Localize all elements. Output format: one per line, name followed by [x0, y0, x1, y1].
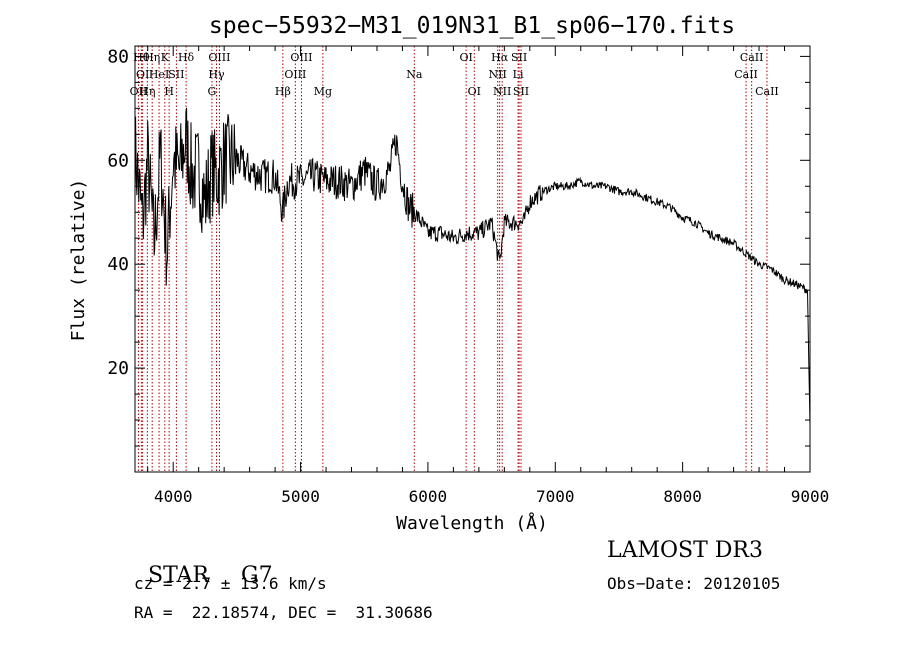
line-label-4: Hη [144, 51, 160, 64]
x-tick-label: 6000 [409, 487, 448, 506]
x-axis-label: Wavelength (Å) [396, 512, 548, 534]
line-label-24: SII [511, 51, 527, 64]
line-label-5: HeI [149, 68, 169, 81]
line-label-2: OI [136, 68, 149, 81]
spectrum-series [134, 107, 811, 426]
line-label-23: Li [513, 68, 524, 81]
line-label-28: CaII [755, 85, 779, 98]
plot-frame [134, 45, 811, 473]
obs-date: Obs−Date: 20120105 [607, 574, 781, 593]
subclass-label: G7 [241, 563, 273, 588]
line-label-17: Na [406, 68, 423, 81]
y-tick-label: 60 [107, 150, 129, 171]
line-label-3: Hη [139, 85, 155, 98]
line-label-11: G [208, 85, 217, 98]
x-tick-label: 8000 [663, 487, 702, 506]
x-tick-label: 4000 [154, 487, 193, 506]
y-axis-label: Flux (relative) [68, 179, 89, 342]
line-label-1: Hθ [133, 51, 150, 64]
survey-label: LAMOST DR3 [607, 538, 763, 563]
line-label-12: OIII [208, 51, 230, 64]
line-label-20: NII [489, 68, 507, 81]
line-label-26: CaII [734, 68, 758, 81]
spectrum-line [134, 107, 811, 426]
y-axis: 20 40 60 80 [107, 46, 810, 447]
line-label-8: SII [168, 68, 184, 81]
line-label-27: CaII [740, 51, 764, 64]
line-label-22: NII [493, 85, 511, 98]
x-tick-label: 9000 [791, 487, 830, 506]
line-label-21: Hα [491, 51, 509, 64]
radec-value: RA = 22.18574, DEC = 31.30686 [134, 603, 433, 622]
cz-value: cz = 2.7 ± 13.6 km/s [134, 574, 327, 593]
spectral-line-labels: OII Hθ OI Hη Hη HeI K H SII Hδ Hγ G OIII Hβ OIII OIII Mg… [130, 51, 779, 98]
spectral-line-markers [137, 46, 768, 472]
line-label-15: OIII [290, 51, 312, 64]
line-label-13: Hβ [275, 85, 291, 98]
line-label-7: H [164, 85, 174, 98]
line-label-14: OIII [284, 68, 306, 81]
line-label-10: Hγ [208, 68, 225, 81]
x-axis: 4000 5000 6000 7000 8000 9000 [147, 46, 830, 506]
object-class: STAR G7 [134, 538, 273, 588]
line-label-6: K [161, 51, 170, 64]
x-tick-label: 5000 [281, 487, 320, 506]
x-tick-label: 7000 [536, 487, 575, 506]
chart-title: spec−55932−M31_019N31_B1_sp06−170.fits [209, 13, 735, 39]
line-label-16: Mg [314, 85, 332, 98]
line-label-9: Hδ [178, 51, 195, 64]
y-tick-label: 40 [107, 254, 129, 275]
line-label-18: OI [459, 51, 472, 64]
line-label-19: OI [468, 85, 481, 98]
line-label-0: OII [130, 85, 148, 98]
line-label-25: SII [513, 85, 529, 98]
class-label: STAR [148, 563, 209, 588]
y-tick-label: 20 [107, 358, 129, 379]
y-tick-label: 80 [107, 46, 129, 67]
